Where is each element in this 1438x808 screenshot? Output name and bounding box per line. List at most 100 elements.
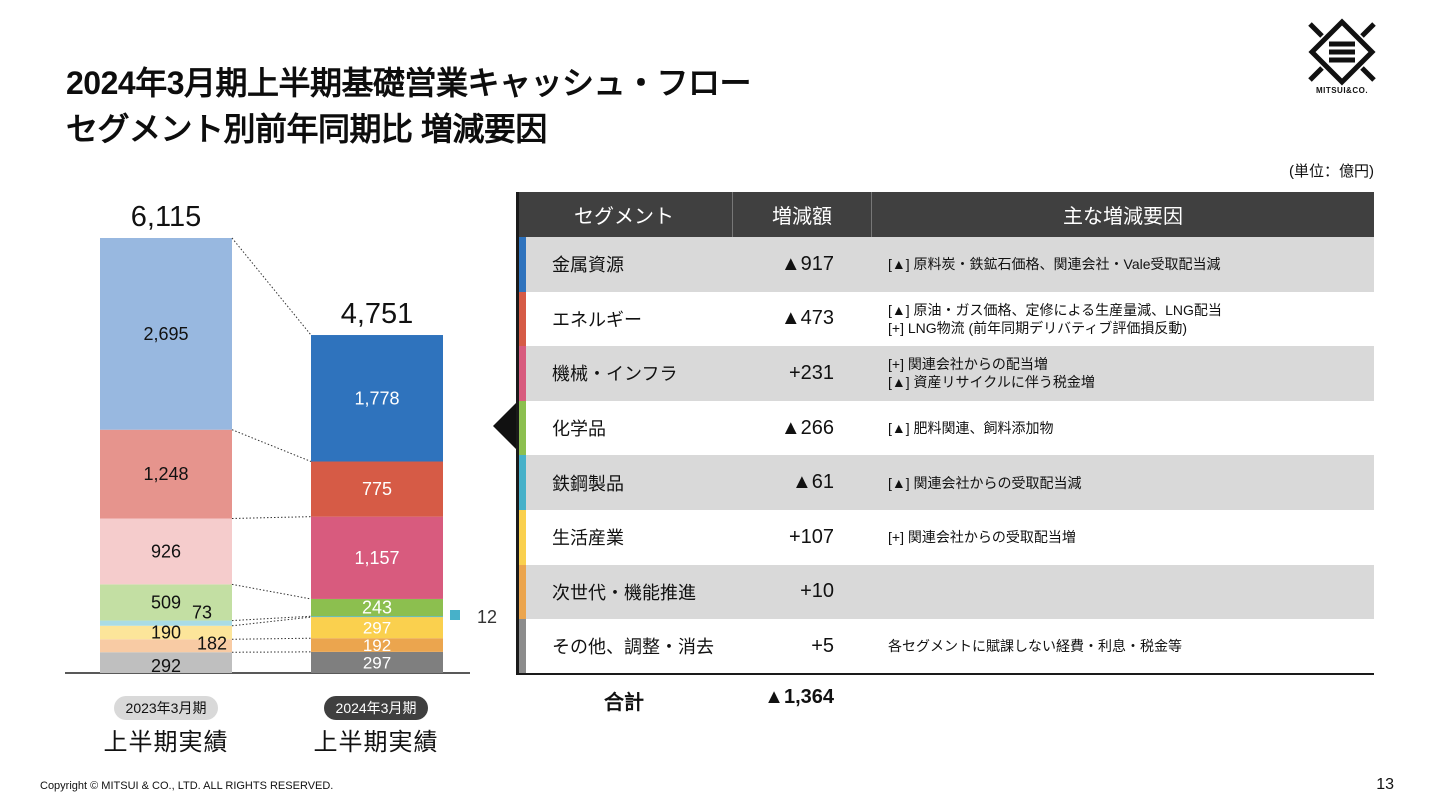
bar-segment: [100, 518, 232, 585]
period-label-2024: 2024年3月期 上半期実績: [306, 696, 446, 757]
segment-reasons: [▲] 肥料関連、飼料添加物: [870, 401, 1374, 456]
bar-value-label: 2,695: [143, 324, 188, 344]
segment-name: その他、調整・消去: [552, 637, 714, 658]
bar-segment: [100, 429, 232, 519]
segment-color-bar: [519, 237, 526, 292]
bar-segment: [311, 651, 443, 673]
bar-segment: [311, 335, 443, 462]
period-pill-2024: 2024年3月期: [323, 696, 429, 720]
reason-line: 各セグメントに賦課しない経費・利息・税金等: [888, 638, 1182, 655]
segment-amount: ▲61: [791, 471, 834, 494]
logo-text: MITSUI&CO.: [1315, 86, 1369, 95]
steel-connector: [443, 615, 444, 617]
reason-line: [+] 関連会社からの受取配当増: [888, 529, 1076, 546]
steel-marker: [450, 610, 460, 620]
bar-value-label: 243: [362, 598, 392, 618]
bar-segment: [100, 652, 232, 673]
bar-value-label: 509: [151, 592, 181, 612]
segment-color-bar: [519, 619, 526, 674]
period-label-2023: 2023年3月期 上半期実績: [96, 696, 236, 757]
bar-segment: [100, 639, 232, 653]
total-label: 合計: [604, 692, 644, 714]
bar-value-label: 926: [151, 541, 181, 561]
bar-segment: [311, 598, 443, 617]
reason-line: [▲] 原料炭・鉄鉱石価格、関連会社・Vale受取配当減: [888, 256, 1221, 273]
connector-line: [231, 637, 312, 640]
connector-line: [231, 237, 312, 336]
segment-color-bar: [519, 455, 526, 510]
bar-segment: [311, 461, 443, 517]
connector-line: [231, 429, 312, 462]
page-title: 2024年3月期上半期基礎営業キャッシュ・フロー セグメント別前年同期比 増減要…: [66, 60, 752, 152]
segment-amount: ▲917: [780, 252, 834, 275]
title-line-1: 2024年3月期上半期基礎営業キャッシュ・フロー: [66, 65, 752, 101]
reason-line: [+] 関連会社からの配当増: [888, 356, 1048, 373]
segment-color-bar: [519, 509, 526, 565]
bar-segment: [100, 625, 232, 640]
connector-line: [231, 616, 312, 627]
bar-value-label: 182: [197, 633, 227, 653]
total-value: ▲1,364: [764, 686, 834, 708]
segment-color-bar: [519, 291, 526, 347]
bar-value-label: 775: [362, 479, 392, 499]
reason-line: [▲] 資産リサイクルに伴う税金増: [888, 374, 1095, 391]
segment-amount: +231: [788, 361, 834, 384]
segment-name: 金属資源: [552, 255, 624, 276]
connector-line: [231, 615, 312, 622]
bar-value-label: 190: [151, 623, 181, 643]
bar-value-label: 73: [192, 603, 212, 623]
reason-line: [+] LNG物流 (前年同期デリバティブ評価損反動): [888, 319, 1188, 336]
table-row: その他、調整・消去 +5 各セグメントに賦課しない経費・利息・税金等: [516, 619, 1374, 674]
segment-reasons: [+] 関連会社からの受取配当増: [870, 510, 1374, 565]
header-amount: 増減額: [732, 192, 872, 237]
bar-value-label: 1,248: [143, 464, 188, 484]
segment-reasons: [▲] 原料炭・鉄鉱石価格、関連会社・Vale受取配当減: [870, 237, 1374, 292]
bar-value-label: 1,157: [354, 548, 399, 568]
header-reason: 主な増減要因: [1063, 206, 1183, 228]
bar-value-label: 297: [363, 653, 391, 672]
bar-segment: [311, 617, 443, 639]
reason-line: [▲] 肥料関連、飼料添加物: [888, 420, 1054, 437]
segment-amount: ▲266: [780, 416, 834, 439]
title-line-2: セグメント別前年同期比 増減要因: [66, 111, 547, 147]
unit-label: (単位：億円): [1289, 163, 1374, 180]
segment-reasons: [▲] 原油・ガス価格、定修による生産量減、LNG配当 [+] LNG物流 (前年…: [870, 292, 1374, 347]
table-row: 機械・インフラ +231 [+] 関連会社からの配当増 [▲] 資産リサイクルに伴う税…: [516, 346, 1374, 401]
segment-reasons: [+] 関連会社からの配当増 [▲] 資産リサイクルに伴う税金増: [870, 346, 1374, 401]
table-row: 金属資源 ▲917 [▲] 原料炭・鉄鉱石価格、関連会社・Vale受取配当減: [516, 237, 1374, 292]
period-text-2023: 上半期実績: [103, 729, 229, 756]
total-row: 合計 ▲1,364: [516, 686, 870, 715]
segment-amount: +10: [800, 580, 834, 603]
copyright-footer: Copyright © MITSUI & CO., LTD. ALL RIGHT…: [40, 780, 334, 792]
segment-name: 機械・インフラ: [552, 364, 678, 385]
segment-name: エネルギー: [552, 309, 642, 330]
segment-name: 生活産業: [552, 528, 624, 549]
stacked-bar-chart: 292 297 182 192 190 297 73 12 509 243 926 1,157 1,24…: [65, 201, 497, 676]
segment-amount: +107: [788, 525, 834, 548]
segment-color-bar: [519, 346, 526, 401]
table-row: 生活産業 +107 [+] 関連会社からの受取配当増: [516, 509, 1374, 565]
bar-value-label: 292: [151, 656, 181, 676]
bar-value-label: 297: [363, 619, 391, 638]
segment-reasons: [▲] 関連会社からの受取配当減: [870, 455, 1374, 510]
period-pill-2023: 2023年3月期: [113, 696, 219, 720]
page-number: 13: [1376, 776, 1394, 793]
table-bottom-rule: [516, 673, 1374, 675]
bar-total-label: 4,751: [341, 298, 414, 330]
table-left-rule: [516, 192, 519, 674]
bar-segment: [311, 616, 443, 618]
segment-amount: ▲473: [780, 307, 834, 330]
segment-amount: +5: [811, 634, 834, 657]
bar-segment: [100, 584, 232, 621]
connector-line: [231, 516, 312, 519]
factor-table: セグメント 増減額 主な増減要因 金属資源 ▲917 [▲] 原料炭・鉄鉱石価格、関…: [516, 192, 1374, 674]
bar-segment: [311, 516, 443, 599]
period-text-2024: 上半期実績: [313, 729, 439, 756]
mitsui-logo-icon: [1308, 18, 1376, 86]
header-segment: セグメント: [574, 206, 674, 228]
connector-line: [231, 583, 312, 600]
segment-color-bar: [519, 564, 526, 620]
table-row: 化学品 ▲266 [▲] 肥料関連、飼料添加物: [516, 400, 1374, 456]
pointer-arrow-icon: [493, 402, 517, 450]
table-row: 鉄鋼製品 ▲61 [▲] 関連会社からの受取配当減: [516, 455, 1374, 510]
